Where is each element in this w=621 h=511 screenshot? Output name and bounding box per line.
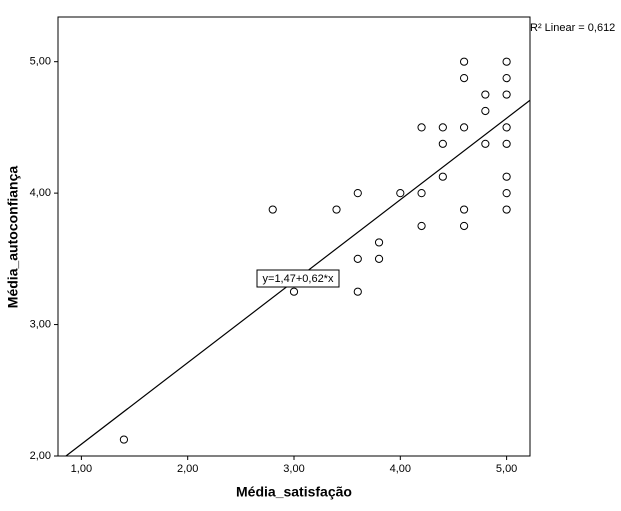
point bbox=[502, 57, 511, 66]
y-tick-label: 5,00 bbox=[30, 56, 51, 68]
point bbox=[417, 123, 426, 132]
point bbox=[502, 172, 511, 181]
point bbox=[353, 287, 362, 296]
point bbox=[502, 139, 511, 148]
point bbox=[119, 435, 129, 444]
point bbox=[438, 172, 447, 181]
point bbox=[417, 189, 426, 198]
point bbox=[459, 74, 469, 83]
plot-area bbox=[57, 16, 531, 457]
point bbox=[374, 254, 384, 263]
point bbox=[332, 205, 341, 214]
point bbox=[502, 74, 511, 83]
point bbox=[438, 123, 447, 132]
x-tick-label: 5,00 bbox=[496, 463, 517, 475]
point bbox=[459, 221, 469, 231]
point bbox=[502, 123, 511, 132]
x-tick-label: 2,00 bbox=[177, 463, 198, 475]
fit-label: y=1,47+0,62*x bbox=[263, 273, 334, 285]
point bbox=[353, 254, 362, 263]
point bbox=[459, 123, 469, 132]
point bbox=[289, 287, 299, 296]
point bbox=[502, 90, 511, 99]
point bbox=[459, 57, 469, 66]
point bbox=[459, 205, 469, 214]
x-tick-label: 4,00 bbox=[390, 463, 411, 475]
y-tick-label: 2,00 bbox=[30, 450, 51, 462]
point bbox=[396, 189, 405, 198]
point bbox=[481, 139, 490, 148]
point bbox=[481, 106, 490, 116]
y-tick-label: 4,00 bbox=[30, 187, 51, 199]
x-tick-label: 1,00 bbox=[71, 463, 92, 475]
point bbox=[268, 205, 277, 214]
point bbox=[374, 238, 384, 247]
point bbox=[502, 205, 511, 214]
point bbox=[481, 90, 490, 99]
point bbox=[502, 189, 511, 198]
fit-label-box bbox=[256, 269, 340, 288]
point bbox=[438, 139, 447, 148]
x-axis-title: Média_satisfação bbox=[236, 484, 352, 500]
r-squared-label: R² Linear = 0,612 bbox=[530, 22, 615, 34]
x-tick-label: 3,00 bbox=[283, 463, 304, 475]
point bbox=[353, 189, 362, 198]
y-axis-title: Média_autoconfiança bbox=[5, 166, 21, 309]
point bbox=[417, 221, 426, 231]
y-tick-label: 3,00 bbox=[30, 318, 51, 330]
